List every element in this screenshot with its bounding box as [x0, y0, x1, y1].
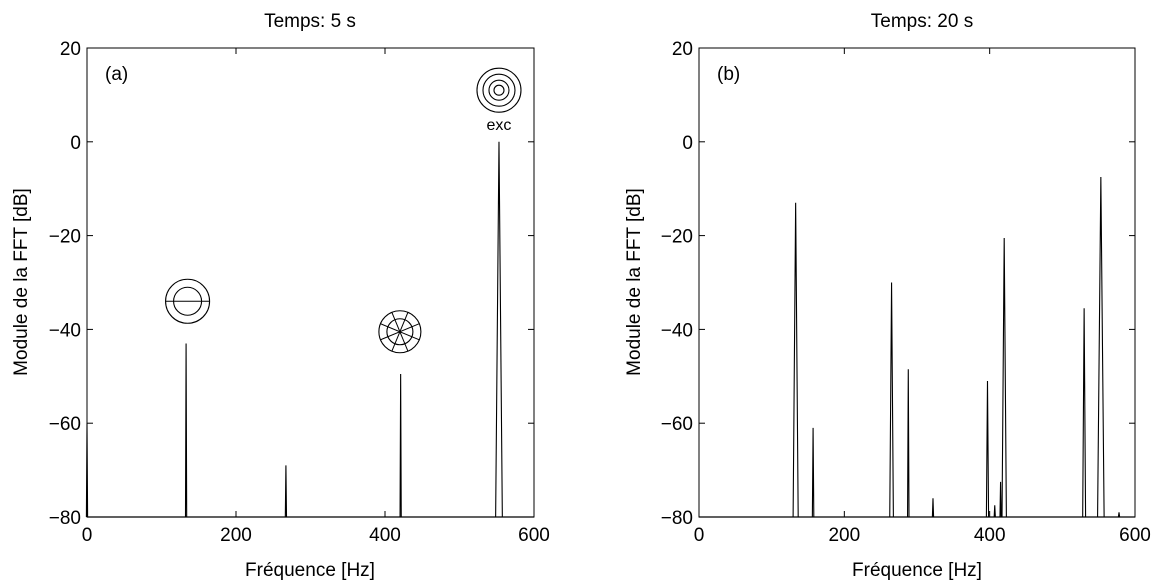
panel-a-ytick-label: 20: [60, 39, 81, 60]
panel-a-xtick-label: 600: [518, 525, 550, 546]
panel-b-title: Temps: 20 s: [871, 11, 973, 32]
mode-icon-concentric: [476, 67, 522, 113]
mode-icon-radial: [378, 310, 422, 354]
panel-b-peak: [889, 282, 894, 518]
panel-a-peak: [284, 465, 288, 518]
panel-b-peak: [1001, 237, 1007, 518]
panel-b-xtick-label: 600: [1119, 525, 1151, 546]
panel-a-series: [85, 141, 534, 518]
exc-label: exc: [487, 117, 512, 134]
panel-b-xtick-label: 400: [974, 525, 1006, 546]
panel-a-title: Temps: 5 s: [264, 11, 356, 32]
panel-b-peak: [985, 380, 990, 518]
panel-a-ytick-label: −80: [49, 508, 81, 529]
panel-a-ytick-label: −40: [49, 320, 81, 341]
panel-b-peak: [792, 202, 799, 518]
panel-b-ytick-label: −20: [661, 227, 693, 248]
panel-b-ytick-label: −40: [661, 320, 693, 341]
panel-b-series: [699, 176, 1135, 518]
panel-a-xtick-label: 200: [220, 525, 252, 546]
panel-b-ylabel: Module de la FFT [dB]: [624, 188, 645, 376]
panel-b-peak: [1097, 176, 1105, 518]
panel-b-xtick-label: 0: [694, 525, 705, 546]
panel-a-xtick-label: 0: [82, 525, 93, 546]
panel-b-peak: [999, 481, 1002, 518]
panel-b-peak: [1117, 512, 1121, 518]
panel-a-peak: [85, 423, 89, 518]
panel-b-peak: [993, 505, 996, 518]
panel-b-ytick-label: −60: [661, 414, 693, 435]
panel-b-peak: [907, 369, 910, 518]
panel-a-peak: [184, 343, 188, 518]
panel-b-xlabel: Fréquence [Hz]: [852, 560, 982, 581]
panel-a-plot-area: [86, 47, 535, 518]
panel-b-xtick-label: 200: [828, 525, 860, 546]
panel-b-ytick-label: 20: [672, 39, 693, 60]
mode-icon-diametral: [165, 278, 211, 324]
panel-a-annotations: exc: [165, 67, 522, 354]
panel-b-ytick-label: 0: [682, 133, 693, 154]
panel-b: Temps: 20 s (b) Fréquence [Hz] Module de…: [624, 11, 1151, 581]
panel-b-peak: [1082, 308, 1087, 518]
panel-b-peak: [931, 498, 935, 518]
panel-a-xlabel: Fréquence [Hz]: [245, 560, 375, 581]
panel-a-ytick-label: 0: [70, 133, 81, 154]
panel-a-xtick-label: 400: [369, 525, 401, 546]
panel-b-plot-area: [698, 47, 1136, 518]
panel-b-peak: [811, 427, 815, 518]
panel-b-letter: (b): [717, 64, 740, 85]
panel-a: Temps: 5 s (a) Fréquence [Hz] Module de …: [11, 11, 550, 581]
panel-b-ytick-label: −80: [661, 508, 693, 529]
panel-a-letter: (a): [105, 64, 128, 85]
panel-a-peak: [495, 141, 503, 518]
panel-a-ylabel: Module de la FFT [dB]: [11, 188, 32, 376]
panel-a-ytick-label: −60: [49, 414, 81, 435]
panel-a-ytick-label: −20: [49, 227, 81, 248]
panel-a-peak: [399, 373, 402, 518]
